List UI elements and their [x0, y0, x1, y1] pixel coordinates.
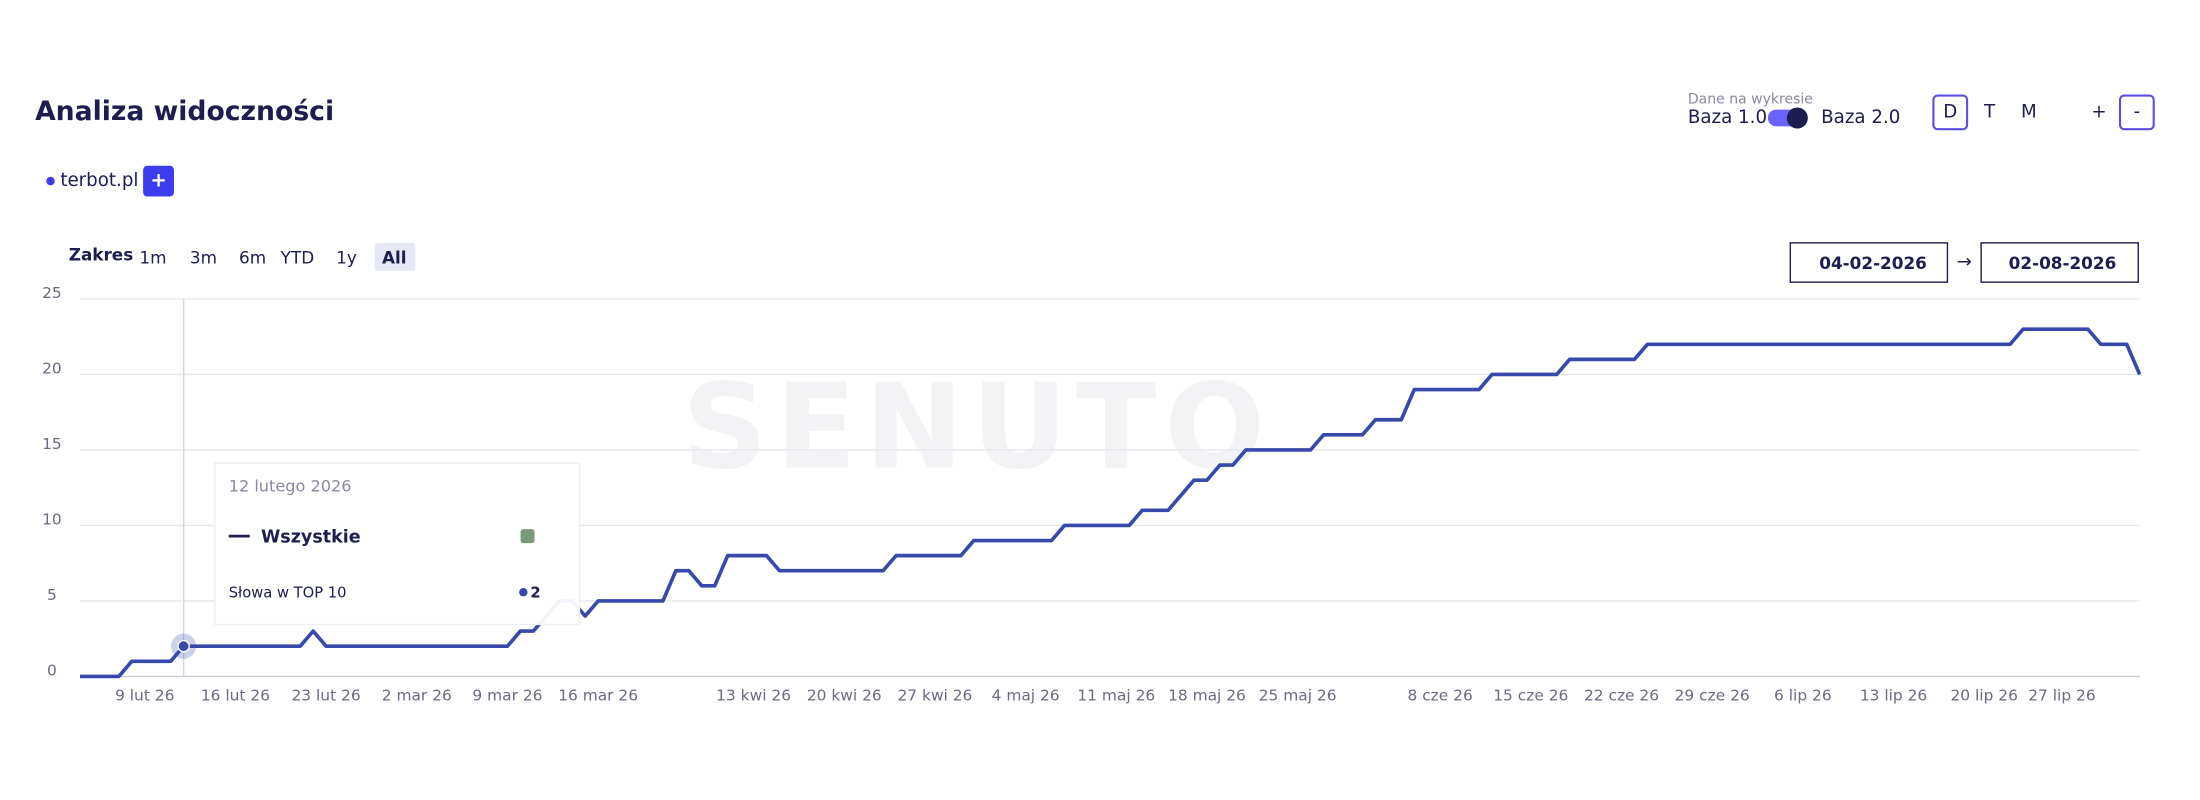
- x-tick-label: 27 lip 26: [2028, 687, 2095, 705]
- x-tick-label: 8 cze 26: [1407, 687, 1472, 705]
- x-tick-label: 16 lut 26: [201, 687, 270, 705]
- date-to[interactable]: 02-08-2026: [2009, 253, 2117, 273]
- y-tick-label: 15: [42, 435, 62, 453]
- x-tick-label: 13 lip 26: [1860, 687, 1927, 705]
- range-active[interactable]: [374, 242, 416, 271]
- x-tick-label: 16 mar 26: [558, 687, 638, 705]
- x-tick-label: 9 mar 26: [472, 687, 542, 705]
- y-tick-label: 0: [47, 661, 57, 679]
- tooltip-value: 2: [530, 585, 540, 602]
- tooltip-dot: [519, 588, 528, 597]
- range-label: Zakres: [69, 244, 133, 264]
- watermark: SENUTO: [683, 358, 1274, 495]
- range-option[interactable]: All: [382, 247, 407, 267]
- zoom-out-box[interactable]: [2118, 94, 2155, 131]
- y-tick-label: 25: [42, 284, 62, 302]
- hover-point: [177, 639, 190, 653]
- range-option[interactable]: 1m: [139, 247, 166, 267]
- x-tick-label: 13 kwi 26: [716, 687, 791, 705]
- granularity-button[interactable]: T: [1983, 101, 1996, 122]
- domain-name: terbot.pl: [60, 170, 138, 191]
- zoom-in[interactable]: +: [2091, 101, 2106, 122]
- tooltip-series: Wszystkie: [261, 528, 361, 548]
- granularity-button[interactable]: M: [2021, 101, 2037, 122]
- series-line: [79, 327, 2142, 679]
- tooltip-date: 12 lutego 2026: [229, 476, 352, 495]
- y-tick-label: 5: [47, 586, 57, 604]
- tooltip-metric: Słowa w TOP 10: [229, 585, 347, 602]
- x-tick-label: 2 mar 26: [382, 687, 452, 705]
- x-tick-label: 22 cze 26: [1584, 687, 1659, 705]
- x-tick-label: 15 cze 26: [1493, 687, 1568, 705]
- x-tick-label: 29 cze 26: [1675, 687, 1750, 705]
- x-tick-label: 9 lut 26: [115, 687, 174, 705]
- granularity-active[interactable]: [1932, 94, 1969, 131]
- date-from[interactable]: 04-02-2026: [1819, 253, 1927, 273]
- date-arrow: →: [1957, 252, 1972, 273]
- x-tick-label: 4 maj 26: [992, 687, 1060, 705]
- x-tick-label: 20 kwi 26: [807, 687, 882, 705]
- x-tick-label: 6 lip 26: [1774, 687, 1832, 705]
- date-to-box[interactable]: [1980, 242, 2139, 283]
- x-tick-label: 25 maj 26: [1259, 687, 1337, 705]
- date-from-box[interactable]: [1789, 242, 1949, 283]
- range-option[interactable]: YTD: [280, 247, 315, 267]
- x-tick-label: 11 maj 26: [1077, 687, 1155, 705]
- toggle-knob[interactable]: [1786, 107, 1808, 129]
- granularity-button[interactable]: D: [1943, 101, 1957, 122]
- x-tick-label: 20 lip 26: [1951, 687, 2018, 705]
- x-tick-label: 18 maj 26: [1168, 687, 1246, 705]
- tooltip: 12 lutego 2026 Wszystkie Słowa w TOP 10 …: [213, 462, 581, 626]
- toggle-right[interactable]: Baza 2.0: [1821, 107, 1900, 128]
- add-button-label[interactable]: +: [150, 169, 166, 192]
- tooltip-icon: [520, 529, 535, 544]
- tooltip-box: [213, 462, 581, 626]
- x-tick-label: 23 lut 26: [292, 687, 361, 705]
- zoom-out[interactable]: -: [2134, 101, 2141, 122]
- y-tick-label: 10: [42, 510, 62, 528]
- range-option[interactable]: 6m: [239, 247, 266, 267]
- range-option[interactable]: 1y: [336, 247, 357, 267]
- toggle-left[interactable]: Baza 1.0: [1688, 107, 1767, 128]
- page-title: Analiza widoczności: [35, 96, 334, 127]
- data-label: Dane na wykresie: [1688, 92, 1813, 108]
- x-tick-label: 27 kwi 26: [897, 687, 972, 705]
- domain-dot: [46, 176, 55, 186]
- y-tick-label: 20: [42, 359, 62, 377]
- add-button[interactable]: [143, 165, 174, 197]
- range-option[interactable]: 3m: [190, 247, 217, 267]
